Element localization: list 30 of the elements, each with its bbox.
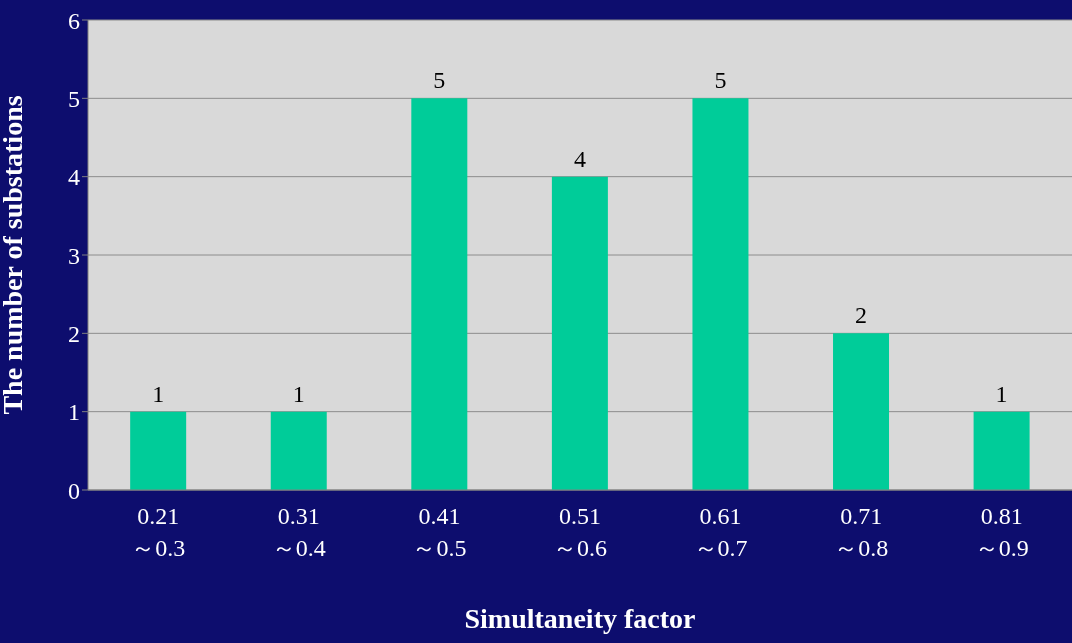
data-label: 5 [714,67,727,94]
x-tick-label: 0.21 ～0.3 [131,503,186,561]
x-tick-label: 0.51 ～0.6 [553,503,607,561]
data-label: 4 [573,145,586,172]
y-tick-label: 5 [68,85,80,112]
x-tick-label: 0.61 ～0.7 [693,503,748,561]
x-tick-label: 0.41 ～0.5 [412,503,467,561]
y-tick-label: 3 [68,242,80,269]
y-tick-label: 6 [68,7,80,34]
x-tick-label: 0.31 ～0.4 [271,503,326,561]
y-tick-label: 4 [68,164,80,191]
x-tick-label: 0.81 ～0.9 [974,503,1029,561]
bar [973,411,1030,490]
y-tick-label: 0 [68,477,80,504]
bar [411,98,468,490]
bar [833,333,890,490]
y-axis-title: The number of substations [0,95,28,415]
y-tick-label: 1 [68,399,80,426]
data-label: 5 [433,67,446,94]
data-label: 2 [855,302,868,329]
bar [130,411,187,490]
x-axis-title: Simultaneity factor [464,603,696,634]
y-tick-label: 2 [68,320,80,347]
bar [270,411,327,490]
bar [692,98,749,490]
data-label: 1 [292,380,305,407]
x-tick-label: 0.71 ～0.8 [834,503,889,561]
data-label: 1 [995,380,1008,407]
bar [551,176,608,490]
data-label: 1 [152,380,165,407]
